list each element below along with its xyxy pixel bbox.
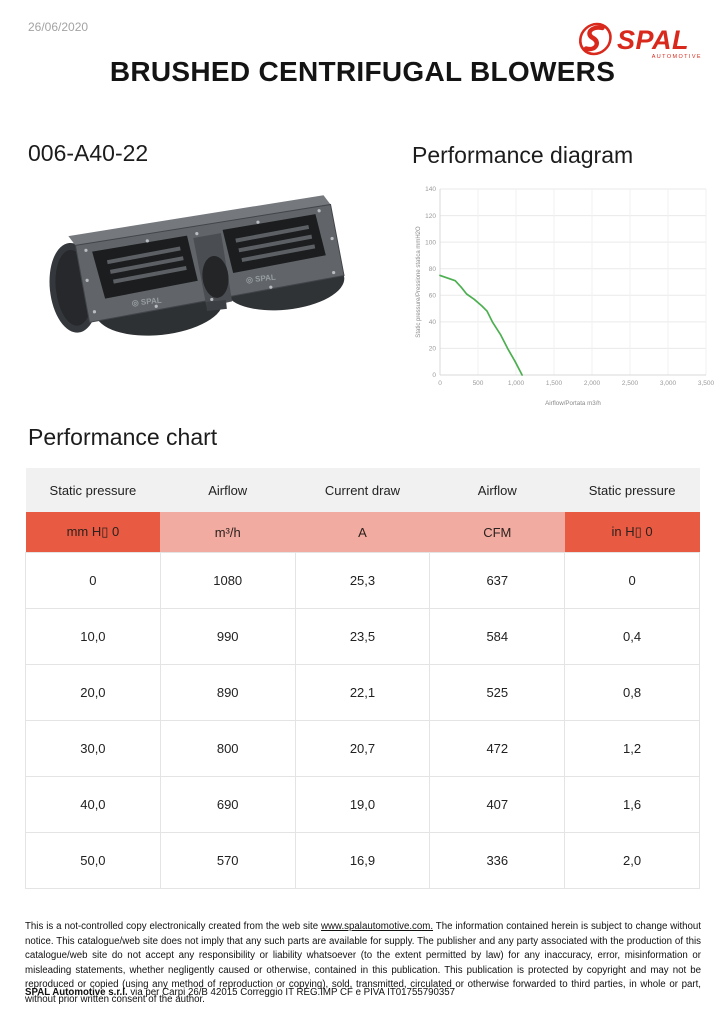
table-row: 30,0 800 20,7 472 1,2: [25, 720, 700, 777]
svg-text:500: 500: [473, 380, 484, 387]
table-cell: 30,0: [25, 720, 161, 777]
table-cell: 50,0: [25, 832, 161, 889]
performance-diagram-chart: 0 20 40 60 80 100 120 140 0 500 1,000 1,500 2,000 2,5…: [412, 179, 715, 424]
table-row: 40,0 690 19,0 407 1,6: [25, 776, 700, 833]
spal-wordmark: SPAL: [617, 25, 689, 55]
table-cell: 23,5: [294, 608, 431, 665]
document-date: 26/06/2020: [28, 20, 89, 34]
column-header: Current draw: [295, 468, 430, 512]
table-row: 20,0 890 22,1 525 0,8: [25, 664, 700, 721]
legal-disclaimer: This is a not-controlled copy electronic…: [25, 920, 701, 1007]
svg-text:2,000: 2,000: [584, 380, 601, 387]
product-section: 006-A40-22: [28, 140, 393, 349]
company-name: SPAL Automotive s.r.l.: [25, 987, 128, 998]
table-cell: 800: [159, 720, 296, 777]
table-cell: 19,0: [294, 776, 431, 833]
svg-text:0: 0: [438, 380, 442, 387]
performance-table: Static pressure Airflow Current draw Airflo…: [25, 468, 700, 889]
table-cell: 472: [429, 720, 566, 777]
table-row: 0 1080 25,3 637 0: [25, 552, 700, 609]
unit-cell: m³/h: [160, 512, 296, 553]
table-cell: 10,0: [25, 608, 161, 665]
svg-text:1,500: 1,500: [546, 380, 563, 387]
unit-cell: mm H▯ 0: [25, 512, 161, 553]
product-code: 006-A40-22: [28, 140, 149, 166]
disclaimer-text-post: The information contained herein is subj…: [25, 921, 701, 1005]
page-title: BRUSHED CENTRIFUGAL BLOWERS: [109, 56, 616, 87]
table-cell: 407: [429, 776, 566, 833]
spal-automotive-subtext: AUTOMOTIVE: [652, 54, 702, 60]
performance-line-chart: 0 20 40 60 80 100 120 140 0 500 1,000 1,500 2,000 2,5…: [416, 186, 715, 407]
company-info-line: SPAL Automotive s.r.l. via per Carpi 26/…: [25, 987, 701, 998]
table-cell: 525: [429, 664, 566, 721]
spal-s-emblem-icon: [578, 22, 612, 56]
svg-text:100: 100: [425, 239, 436, 246]
table-cell: 0: [564, 552, 700, 609]
company-address: via per Carpi 26/B 42015 Correggio IT RE…: [127, 987, 456, 998]
table-cell: 890: [159, 664, 296, 721]
svg-text:60: 60: [429, 292, 437, 299]
svg-text:20: 20: [429, 346, 437, 353]
table-cell: 637: [429, 552, 566, 609]
table-cell: 0,8: [564, 664, 700, 721]
website-link[interactable]: www.spalautomotive.com.: [321, 921, 434, 932]
spal-logo-graphic: SPAL AUTOMOTIVE: [578, 22, 702, 60]
table-cell: 0: [25, 552, 161, 609]
svg-text:140: 140: [425, 186, 436, 193]
table-cell: 25,3: [294, 552, 431, 609]
svg-text:80: 80: [429, 266, 437, 273]
column-header: Static pressure: [25, 468, 161, 512]
unit-cell: CFM: [429, 512, 565, 553]
svg-text:◎ SPAL: ◎ SPAL: [246, 273, 277, 285]
performance-table-head: Static pressure Airflow Current draw Airflo…: [25, 468, 700, 553]
unit-cell: in H▯ 0: [564, 512, 700, 553]
table-cell: 584: [429, 608, 566, 665]
table-cell: 22,1: [294, 664, 431, 721]
column-header: Airflow: [429, 468, 565, 512]
table-cell: 16,9: [294, 832, 431, 889]
performance-diagram-section: Performance diagram 0 20 40 60 80 100 120 140 0 5…: [412, 142, 715, 424]
table-cell: 1,6: [564, 776, 700, 833]
table-row: 50,0 570 16,9 336 2,0: [25, 832, 700, 889]
svg-text:Static pressure/Pressione stat: Static pressure/Pressione statica mmH2O: [416, 226, 422, 338]
unit-cell: A: [295, 512, 430, 553]
svg-text:◎ SPAL: ◎ SPAL: [131, 296, 162, 308]
table-cell: 990: [159, 608, 296, 665]
column-header: Static pressure: [564, 468, 700, 512]
performance-table-body: 0 1080 25,3 637 0 10,0 990 23,5 584 0,4 20,0 890 22,…: [25, 552, 700, 889]
svg-text:0: 0: [432, 372, 436, 379]
table-cell: 336: [429, 832, 566, 889]
svg-text:1,000: 1,000: [508, 380, 525, 387]
svg-text:40: 40: [429, 319, 437, 326]
svg-text:2,500: 2,500: [622, 380, 639, 387]
disclaimer-text-pre: This is a not-controlled copy electronic…: [25, 921, 322, 932]
svg-text:120: 120: [425, 213, 436, 220]
column-header: Airflow: [160, 468, 296, 512]
table-cell: 20,0: [25, 664, 161, 721]
table-cell: 570: [159, 832, 296, 889]
table-cell: 40,0: [25, 776, 161, 833]
performance-chart-title: Performance chart: [28, 424, 218, 450]
table-cell: 1080: [159, 552, 296, 609]
table-cell: 1,2: [564, 720, 700, 777]
table-cell: 690: [159, 776, 296, 833]
table-cell: 2,0: [564, 832, 700, 889]
table-cell: 20,7: [294, 720, 431, 777]
spal-logo: SPAL AUTOMOTIVE: [575, 14, 707, 62]
product-image: ◎ SPAL ◎ SPAL: [49, 195, 345, 336]
performance-diagram-title: Performance diagram: [412, 142, 634, 168]
svg-text:3,500: 3,500: [698, 380, 714, 387]
table-row: 10,0 990 23,5 584 0,4: [25, 608, 700, 665]
table-cell: 0,4: [564, 608, 700, 665]
svg-text:Airflow/Portata m3/h: Airflow/Portata m3/h: [545, 400, 601, 407]
svg-text:3,000: 3,000: [660, 380, 677, 387]
table-unit-row: mm H▯ 0 m³/h A CFM in H▯ 0: [25, 512, 700, 553]
table-header-row: Static pressure Airflow Current draw Airflo…: [25, 468, 700, 512]
